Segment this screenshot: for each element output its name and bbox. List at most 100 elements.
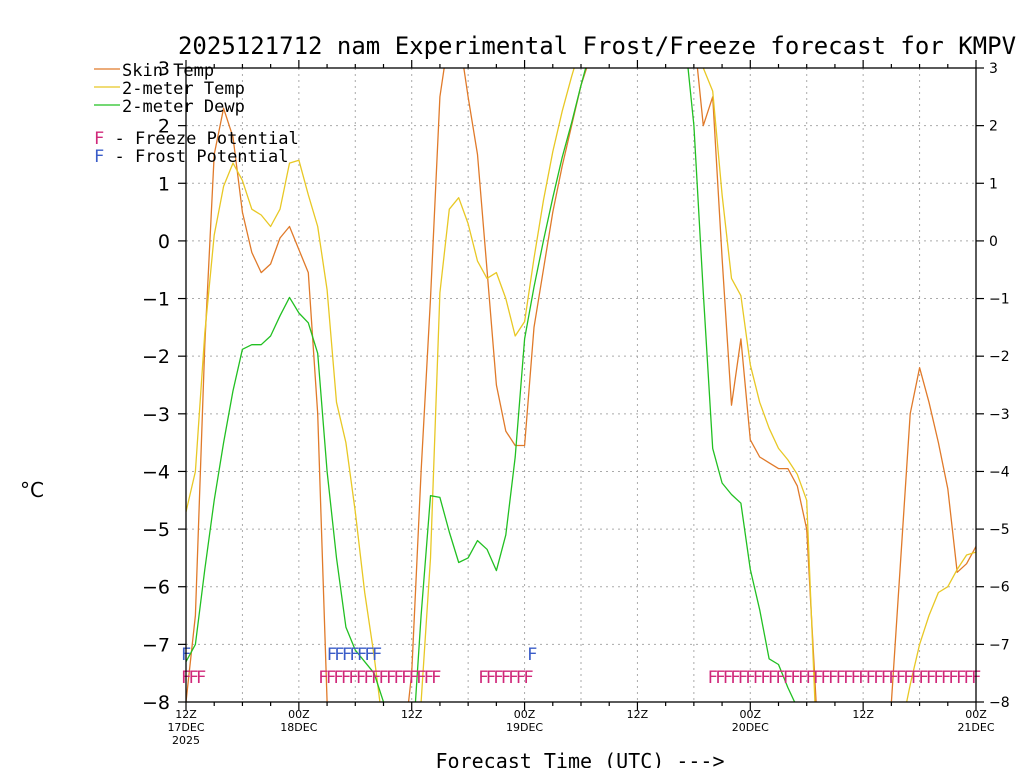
frost-flag-marker: F [327,645,337,665]
freeze-flag-marker: F [326,668,336,688]
frost-flag-marker: F [342,645,352,665]
y-tick-label-left: −1 [142,289,170,311]
freeze-flag-marker: F [715,668,725,688]
freeze-flag-marker: F [501,668,511,688]
freeze-flag-marker: F [798,668,808,688]
frost-flag-marker: F [527,645,537,665]
frost-flag-marker: F [357,645,367,665]
freeze-flag-marker: F [379,668,389,688]
freeze-flag-marker: F [821,668,831,688]
freeze-flag-marker: F [873,668,883,688]
freeze-flag-marker: F [881,668,891,688]
y-tick-label-right: −7 [989,637,1010,653]
freeze-flag-marker: F [836,668,846,688]
y-tick-label-left: −8 [142,692,170,714]
freeze-flag-marker: F [956,668,966,688]
x-tick-label: 00Z [965,708,987,721]
freeze-flag-marker: F [903,668,913,688]
x-tick-date: 17DEC [167,721,204,734]
freeze-flag-marker: F [486,668,496,688]
freeze-flag-marker: F [745,668,755,688]
freeze-flag-marker: F [416,668,426,688]
freeze-flag-marker: F [760,668,770,688]
y-tick-label-right: −3 [989,407,1010,423]
legend-label-2m-dewp: 2-meter Dewp [122,97,245,117]
freeze-flag-marker: F [783,668,793,688]
freeze-flag-marker: F [401,668,411,688]
freeze-flag-marker: F [790,668,800,688]
frost-flag-marker: F [349,645,359,665]
freeze-flag-marker: F [888,668,898,688]
freeze-flag-marker: F [723,668,733,688]
y-tick-label-left: −5 [142,519,170,541]
freeze-flag-marker: F [858,668,868,688]
y-tick-label-right: −6 [989,580,1010,596]
x-axis-label: Forecast Time (UTC) ---> [436,749,725,768]
freeze-flag-marker: F [318,668,328,688]
series-line-2-meter-temp [186,68,976,702]
freeze-flag-marker: F [768,668,778,688]
x-tick-label: 00Z [288,708,310,721]
freeze-flag-marker: F [866,668,876,688]
freeze-flag-marker: F [738,668,748,688]
series-line-2-meter-dewp [186,68,796,702]
freeze-flag-marker: F [948,668,958,688]
y-tick-label-right: −4 [989,464,1010,480]
freeze-flag-marker: F [196,668,206,688]
legend-frost-entry: F - Frost Potential [94,147,288,167]
freeze-flag-marker: F [431,668,441,688]
freeze-flag-marker: F [333,668,343,688]
legend-freeze-entry: F - Freeze Potential [94,129,299,149]
legend-frost-text: - Frost Potential [104,147,288,167]
x-tick-label: 00Z [514,708,536,721]
freeze-flag-marker: F [753,668,763,688]
y-tick-label-left: 1 [158,173,170,195]
freeze-flag-marker: F [775,668,785,688]
frost-flag-marker: F [372,645,382,665]
x-tick-label: 12Z [401,708,423,721]
y-tick-label-right: 0 [989,234,998,250]
freeze-flag-marker: F [356,668,366,688]
freeze-flag-marker: F [813,668,823,688]
y-axis-ticks: 3 3 2 2 1 1 0 0 −1 −1 −2 −2 −3 −3 −4 −4 −5 −5 −6 −6 −7 −7 −8 −8 [142,58,1010,714]
freeze-flag-marker: F [926,668,936,688]
chart-title: 2025121712 nam Experimental Frost/Freeze… [178,32,1016,60]
y-tick-label-left: 3 [158,58,170,80]
freeze-flag-marker: F [371,668,381,688]
freeze-flag-marker: F [896,668,906,688]
freeze-flag-marker: F [493,668,503,688]
legend-label-2m-temp: 2-meter Temp [122,79,245,99]
freeze-flag-marker: F [963,668,973,688]
x-tick-year: 2025 [172,734,200,747]
y-tick-label-left: 2 [158,116,170,138]
freeze-flag-marker: F [363,668,373,688]
frost-flag-marker: F [364,645,374,665]
x-tick-date: 19DEC [506,721,543,734]
y-tick-label-left: −6 [142,577,170,599]
y-tick-label-left: −3 [142,404,170,426]
freeze-flag-marker: F [478,668,488,688]
freeze-flag-marker: F [386,668,396,688]
y-tick-label-left: −7 [142,634,170,656]
freeze-flag-marker: F [805,668,815,688]
legend-frost-letter: F [94,147,104,167]
freeze-flag-marker: F [189,668,199,688]
legend-label-skin-temp: Skin Temp [122,61,214,81]
x-tick-date: 18DEC [280,721,317,734]
freeze-flag-marker: F [409,668,419,688]
y-tick-label-right: −8 [989,695,1010,711]
legend-freeze-text: - Freeze Potential [104,129,298,149]
freeze-flag-marker: F [348,668,358,688]
x-tick-date: 20DEC [732,721,769,734]
freeze-flag-marker: F [341,668,351,688]
x-tick-label: 12Z [175,708,197,721]
freeze-flag-marker: F [828,668,838,688]
y-axis-label: °C [20,478,44,502]
y-tick-label-right: −2 [989,349,1010,365]
y-tick-label-left: 0 [158,231,170,253]
freeze-flag-marker: F [516,668,526,688]
